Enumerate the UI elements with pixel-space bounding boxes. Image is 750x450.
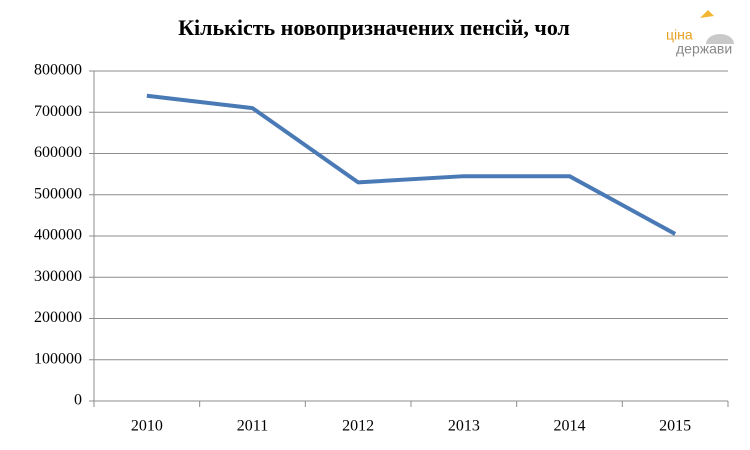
x-tick-label: 2015 [659, 418, 691, 435]
x-tick-label: 2010 [131, 418, 163, 435]
x-tick-label: 2014 [554, 418, 586, 435]
x-tick-label: 2012 [342, 418, 374, 435]
logo-icon [700, 10, 714, 18]
logo-text: держави [676, 41, 732, 57]
y-tick-label: 500000 [34, 185, 82, 202]
logo-icon [706, 34, 734, 44]
y-tick-label: 700000 [34, 103, 82, 120]
x-tick-label: 2013 [448, 418, 480, 435]
y-tick-label: 400000 [34, 227, 82, 244]
x-tick-label: 2011 [237, 418, 268, 435]
y-tick-label: 100000 [34, 350, 82, 367]
y-tick-label: 300000 [34, 268, 82, 285]
y-tick-label: 200000 [34, 309, 82, 326]
y-tick-label: 600000 [34, 144, 82, 161]
y-tick-label: 0 [74, 392, 82, 409]
logo-text: ціна [666, 27, 693, 43]
line-series [146, 93, 677, 236]
logo: ціна держави [666, 10, 734, 57]
y-tick-label: 800000 [34, 62, 82, 79]
chart-title: Кількість новопризначених пенсій, чол [178, 15, 570, 40]
